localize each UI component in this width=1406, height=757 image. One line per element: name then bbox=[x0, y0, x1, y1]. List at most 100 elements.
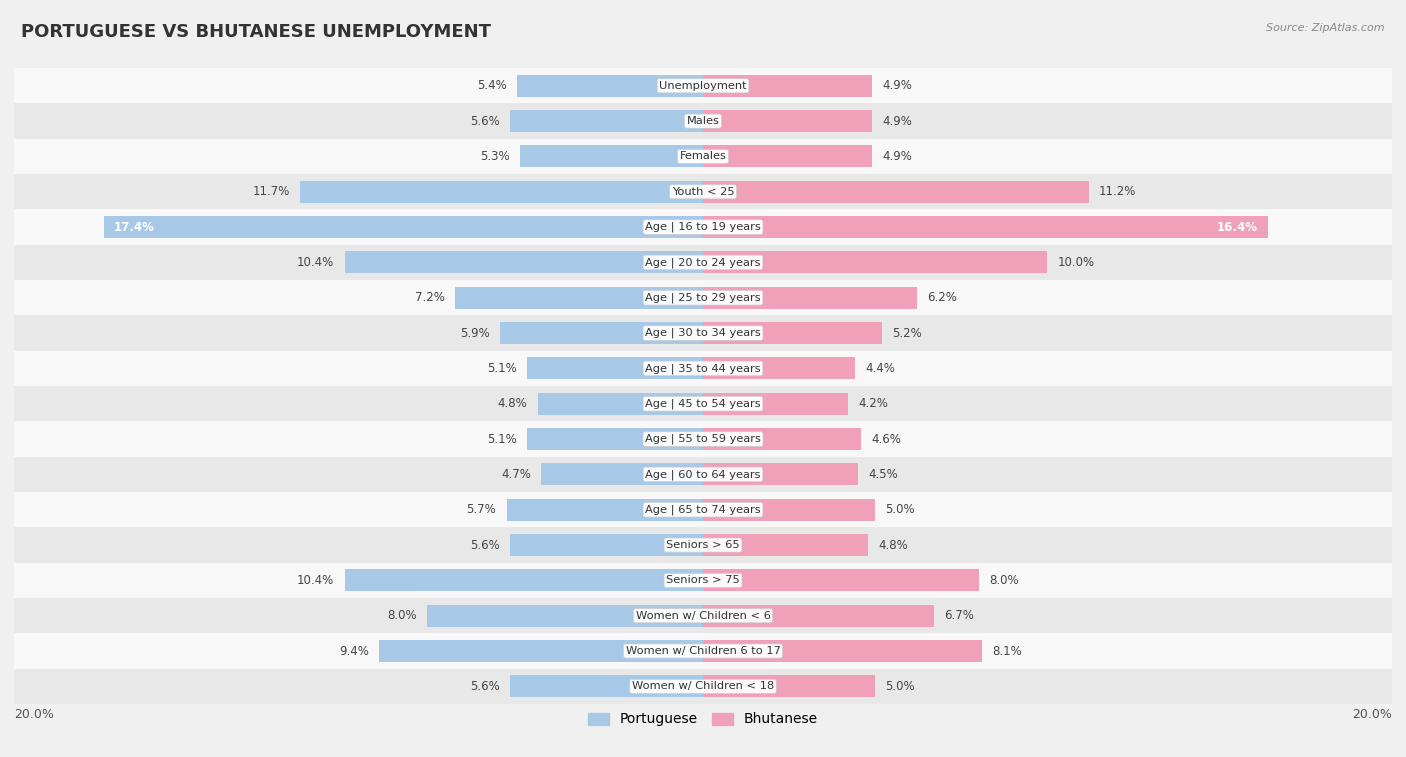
Bar bbox=[703, 675, 875, 697]
Text: 4.2%: 4.2% bbox=[858, 397, 887, 410]
Bar bbox=[14, 598, 1392, 634]
Text: Age | 35 to 44 years: Age | 35 to 44 years bbox=[645, 363, 761, 374]
Text: 5.3%: 5.3% bbox=[481, 150, 510, 163]
Text: 5.6%: 5.6% bbox=[470, 114, 499, 128]
Text: 5.1%: 5.1% bbox=[488, 362, 517, 375]
Bar bbox=[703, 640, 981, 662]
Bar bbox=[506, 499, 703, 521]
Bar bbox=[427, 605, 703, 627]
Bar bbox=[14, 386, 1392, 422]
Text: 5.4%: 5.4% bbox=[477, 79, 506, 92]
Bar bbox=[380, 640, 703, 662]
Bar bbox=[520, 145, 703, 167]
Bar bbox=[510, 111, 703, 132]
Bar bbox=[703, 393, 848, 415]
Bar bbox=[703, 111, 872, 132]
Text: 4.6%: 4.6% bbox=[872, 432, 901, 446]
Bar bbox=[14, 456, 1392, 492]
Bar bbox=[703, 145, 872, 167]
Bar bbox=[703, 534, 869, 556]
Bar bbox=[14, 562, 1392, 598]
Text: 20.0%: 20.0% bbox=[14, 708, 53, 721]
Text: Age | 30 to 34 years: Age | 30 to 34 years bbox=[645, 328, 761, 338]
Bar bbox=[299, 181, 703, 203]
Text: 5.2%: 5.2% bbox=[893, 326, 922, 340]
Bar bbox=[703, 569, 979, 591]
Bar bbox=[541, 463, 703, 485]
Bar bbox=[703, 217, 1268, 238]
Text: 4.4%: 4.4% bbox=[865, 362, 894, 375]
Bar bbox=[499, 322, 703, 344]
Bar bbox=[14, 104, 1392, 139]
Text: Age | 16 to 19 years: Age | 16 to 19 years bbox=[645, 222, 761, 232]
Text: Age | 65 to 74 years: Age | 65 to 74 years bbox=[645, 504, 761, 515]
Bar bbox=[537, 393, 703, 415]
Text: 9.4%: 9.4% bbox=[339, 644, 368, 658]
Text: 8.0%: 8.0% bbox=[388, 609, 418, 622]
Bar bbox=[14, 350, 1392, 386]
Legend: Portuguese, Bhutanese: Portuguese, Bhutanese bbox=[582, 707, 824, 732]
Text: 4.5%: 4.5% bbox=[869, 468, 898, 481]
Text: 5.9%: 5.9% bbox=[460, 326, 489, 340]
Text: Females: Females bbox=[679, 151, 727, 161]
Text: 17.4%: 17.4% bbox=[114, 220, 155, 234]
Text: 6.2%: 6.2% bbox=[927, 291, 956, 304]
Bar bbox=[344, 251, 703, 273]
Bar bbox=[14, 174, 1392, 210]
Text: 6.7%: 6.7% bbox=[945, 609, 974, 622]
Bar bbox=[510, 534, 703, 556]
Text: Source: ZipAtlas.com: Source: ZipAtlas.com bbox=[1267, 23, 1385, 33]
Text: PORTUGUESE VS BHUTANESE UNEMPLOYMENT: PORTUGUESE VS BHUTANESE UNEMPLOYMENT bbox=[21, 23, 491, 41]
Text: Women w/ Children < 18: Women w/ Children < 18 bbox=[631, 681, 775, 691]
Text: 4.9%: 4.9% bbox=[882, 79, 912, 92]
Bar bbox=[456, 287, 703, 309]
Text: Age | 55 to 59 years: Age | 55 to 59 years bbox=[645, 434, 761, 444]
Bar bbox=[703, 75, 872, 97]
Bar bbox=[14, 422, 1392, 456]
Bar bbox=[703, 357, 855, 379]
Bar bbox=[14, 634, 1392, 668]
Bar bbox=[14, 280, 1392, 316]
Text: 16.4%: 16.4% bbox=[1216, 220, 1257, 234]
Bar bbox=[517, 75, 703, 97]
Bar bbox=[14, 245, 1392, 280]
Bar bbox=[527, 428, 703, 450]
Text: Seniors > 65: Seniors > 65 bbox=[666, 540, 740, 550]
Text: 7.2%: 7.2% bbox=[415, 291, 444, 304]
Text: Women w/ Children < 6: Women w/ Children < 6 bbox=[636, 611, 770, 621]
Text: 5.6%: 5.6% bbox=[470, 538, 499, 552]
Text: 10.4%: 10.4% bbox=[297, 256, 335, 269]
Bar bbox=[14, 210, 1392, 245]
Text: 8.0%: 8.0% bbox=[988, 574, 1018, 587]
Text: 4.8%: 4.8% bbox=[498, 397, 527, 410]
Text: Males: Males bbox=[686, 116, 720, 126]
Bar bbox=[344, 569, 703, 591]
Text: Age | 60 to 64 years: Age | 60 to 64 years bbox=[645, 469, 761, 480]
Text: 5.6%: 5.6% bbox=[470, 680, 499, 693]
Bar bbox=[703, 287, 917, 309]
Text: Age | 45 to 54 years: Age | 45 to 54 years bbox=[645, 398, 761, 409]
Text: 4.9%: 4.9% bbox=[882, 114, 912, 128]
Bar bbox=[510, 675, 703, 697]
Bar bbox=[14, 528, 1392, 562]
Text: 10.0%: 10.0% bbox=[1057, 256, 1095, 269]
Bar bbox=[703, 322, 882, 344]
Text: Age | 25 to 29 years: Age | 25 to 29 years bbox=[645, 292, 761, 303]
Bar bbox=[14, 68, 1392, 104]
Text: 4.9%: 4.9% bbox=[882, 150, 912, 163]
Text: 11.7%: 11.7% bbox=[252, 185, 290, 198]
Text: 5.0%: 5.0% bbox=[886, 503, 915, 516]
Text: 5.1%: 5.1% bbox=[488, 432, 517, 446]
Bar bbox=[14, 316, 1392, 350]
Text: Age | 20 to 24 years: Age | 20 to 24 years bbox=[645, 257, 761, 268]
Text: Unemployment: Unemployment bbox=[659, 81, 747, 91]
Text: 5.7%: 5.7% bbox=[467, 503, 496, 516]
Text: Women w/ Children 6 to 17: Women w/ Children 6 to 17 bbox=[626, 646, 780, 656]
Text: Seniors > 75: Seniors > 75 bbox=[666, 575, 740, 585]
Text: 8.1%: 8.1% bbox=[993, 644, 1022, 658]
Bar bbox=[703, 428, 862, 450]
Text: Youth < 25: Youth < 25 bbox=[672, 187, 734, 197]
Bar bbox=[703, 463, 858, 485]
Text: 4.7%: 4.7% bbox=[501, 468, 531, 481]
Bar bbox=[527, 357, 703, 379]
